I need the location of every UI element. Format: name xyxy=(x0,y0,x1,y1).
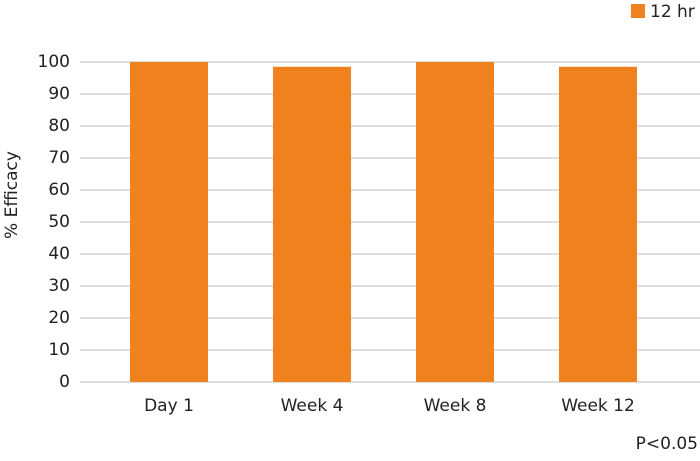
x-tick-label: Week 8 xyxy=(424,396,487,416)
y-tick-label: 50 xyxy=(48,212,70,232)
y-tick-label: 80 xyxy=(48,116,70,136)
bar xyxy=(559,66,637,383)
x-tick-label: Week 12 xyxy=(561,396,635,416)
bar xyxy=(130,62,208,382)
y-tick-label: 40 xyxy=(48,244,70,264)
y-axis-label: % Efficacy xyxy=(2,151,22,239)
bar xyxy=(416,62,494,382)
x-tick-label: Day 1 xyxy=(144,396,194,416)
y-tick-label: 60 xyxy=(48,180,70,200)
y-tick-label: 90 xyxy=(48,84,70,104)
legend-swatch xyxy=(631,4,645,18)
x-tick-label: Week 4 xyxy=(281,396,344,416)
y-tick-label: 30 xyxy=(48,276,70,296)
y-tick-label: 70 xyxy=(48,148,70,168)
y-tick-label: 10 xyxy=(48,340,70,360)
y-tick-label: 100 xyxy=(38,52,70,72)
annotation: P<0.05 xyxy=(636,434,698,454)
y-tick-label: 0 xyxy=(59,372,70,392)
y-tick-label: 20 xyxy=(48,308,70,328)
legend-label: 12 hr xyxy=(650,2,695,22)
bar xyxy=(273,66,351,383)
